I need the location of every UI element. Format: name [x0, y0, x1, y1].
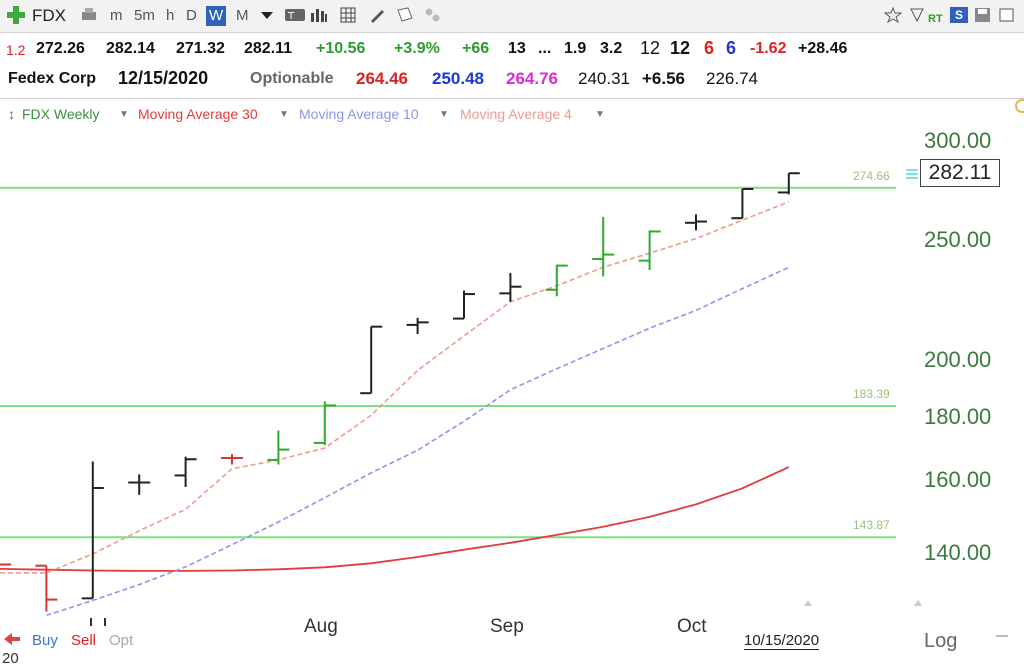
- toolbar: FDX m 5m h D W M T RT S: [0, 0, 1024, 33]
- y-tick-200: 200.00: [924, 347, 992, 372]
- rt-label[interactable]: RT: [928, 13, 943, 25]
- bar-chart-icon[interactable]: [310, 7, 328, 23]
- quote-r1-11: 3.2: [600, 40, 623, 57]
- star-icon[interactable]: [884, 7, 902, 23]
- quote-r2-2: 264.76: [506, 69, 558, 88]
- y-tick-160: 160.00: [924, 467, 992, 492]
- quote-high: 282.14: [106, 40, 155, 57]
- quote-pct-change: +3.9%: [394, 40, 440, 57]
- quote-r1-16: -1.62: [750, 40, 787, 57]
- note-icon[interactable]: [396, 7, 414, 23]
- opt-button[interactable]: Opt: [109, 632, 134, 649]
- optionable-label: Optionable: [250, 70, 334, 87]
- quote-date: 12/15/2020: [118, 68, 209, 88]
- sell-button[interactable]: Sell: [71, 632, 97, 649]
- ma10-line: [46, 266, 790, 617]
- svg-text:T: T: [287, 11, 295, 22]
- period-h[interactable]: h: [166, 7, 175, 24]
- quote-r1-7: +66: [462, 40, 490, 57]
- s-button[interactable]: S: [950, 7, 968, 23]
- quote-r1-8: 13: [508, 40, 526, 57]
- quote-r1-17: +28.46: [798, 40, 848, 57]
- grid-icon[interactable]: [340, 7, 358, 23]
- legend-main-dropdown-icon[interactable]: ▼: [119, 109, 129, 120]
- company-name: Fedex Corp: [8, 70, 97, 87]
- period-m[interactable]: m: [110, 7, 123, 24]
- y-tick-140: 140.00: [924, 540, 992, 565]
- quote-r2-0: 264.46: [356, 69, 408, 88]
- log-toggle[interactable]: Log: [924, 630, 958, 652]
- y-tick-180: 180.00: [924, 404, 992, 429]
- back-arrow-icon[interactable]: [2, 630, 22, 648]
- quote-r2-5: 226.74: [706, 69, 758, 88]
- legend-ma30-dropdown-icon[interactable]: ▼: [279, 109, 289, 120]
- legend-ma30[interactable]: Moving Average 30: [138, 106, 258, 122]
- period-d[interactable]: D: [186, 7, 197, 24]
- scroll-up-icon-2[interactable]: [914, 600, 922, 606]
- buy-button[interactable]: Buy: [32, 632, 58, 649]
- pencil-icon[interactable]: [368, 7, 386, 23]
- quote-close: 282.11: [244, 40, 293, 57]
- y-tick-300: 300.00: [924, 128, 992, 153]
- window-icon[interactable]: [998, 7, 1016, 23]
- legend-ma4[interactable]: Moving Average 4: [460, 106, 572, 122]
- quote-open: 272.26: [36, 40, 85, 57]
- quote-r2-4: +6.56: [642, 69, 686, 88]
- quote-r2-3: 240.31: [578, 69, 630, 88]
- period-w[interactable]: W: [206, 6, 227, 26]
- x-tick-sep: Sep: [490, 616, 524, 637]
- settings-icon[interactable]: [1015, 99, 1024, 113]
- quote-r1-0: 1.2: [6, 42, 26, 58]
- drag-handle-icon[interactable]: ↕: [8, 106, 15, 122]
- quote-r1-9: ...: [538, 40, 552, 57]
- legend-main[interactable]: FDX Weekly: [22, 106, 100, 122]
- hline-label-2: 183.39: [853, 387, 890, 401]
- last-price-box: 282.11: [920, 159, 1000, 187]
- quote-change: +10.56: [316, 40, 366, 57]
- period-m-monthly[interactable]: M: [236, 7, 249, 24]
- quote-r1-12: 12: [640, 38, 661, 58]
- hline-label-1: 274.66: [853, 169, 890, 183]
- quote-r1-15: 6: [726, 38, 737, 58]
- text-tool-icon[interactable]: T: [284, 7, 306, 23]
- x-tick-aug: Aug: [304, 616, 338, 637]
- quote-r1-14: 6: [704, 38, 715, 58]
- add-symbol-icon[interactable]: [6, 5, 26, 25]
- date-label: 10/15/2020: [744, 632, 820, 650]
- y-tick-250: 250.00: [924, 227, 992, 252]
- x-tick-mark: [90, 618, 106, 626]
- flag-icon[interactable]: [908, 7, 926, 23]
- quote-r1-10: 1.9: [564, 40, 587, 57]
- year-label: 20: [2, 650, 19, 667]
- hline-label-3: 143.87: [853, 518, 890, 532]
- legend-ma10-dropdown-icon[interactable]: ▼: [439, 109, 449, 120]
- period-5m[interactable]: 5m: [134, 7, 155, 24]
- save-icon[interactable]: [974, 7, 992, 23]
- shapes-icon[interactable]: [424, 7, 442, 23]
- quote-r2-1: 250.48: [432, 69, 484, 88]
- chevron-down-icon[interactable]: [258, 7, 276, 23]
- header-divider: [0, 98, 1024, 99]
- stamp-icon[interactable]: [80, 7, 98, 23]
- ma4-line: [0, 201, 790, 574]
- legend-ma10[interactable]: Moving Average 10: [299, 106, 419, 122]
- ma30-line: [0, 466, 790, 572]
- scroll-up-icon[interactable]: [804, 600, 812, 606]
- quote-r1-13: 12: [670, 38, 691, 58]
- symbol-label[interactable]: FDX: [32, 6, 66, 25]
- quote-low: 271.32: [176, 40, 225, 57]
- legend-ma4-dropdown-icon[interactable]: ▼: [595, 109, 605, 120]
- x-tick-oct: Oct: [677, 616, 707, 637]
